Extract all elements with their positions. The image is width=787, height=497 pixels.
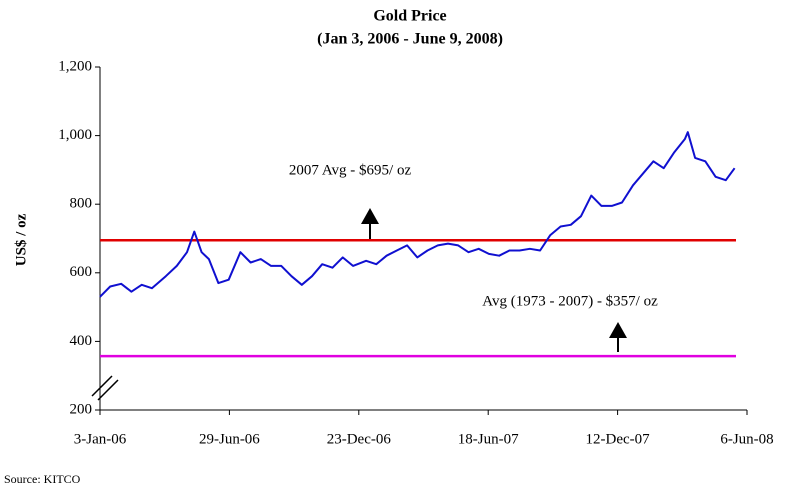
x-tick-label: 23-Dec-06	[327, 431, 392, 447]
x-tick-label: 6-Jun-08	[720, 431, 773, 447]
x-tick-label: 3-Jan-06	[74, 431, 127, 447]
chart-subtitle: (Jan 3, 2006 - June 9, 2008)	[317, 31, 503, 48]
axes	[91, 67, 747, 411]
arrow-head	[609, 322, 627, 338]
arrow-head	[361, 208, 379, 224]
x-tick-label: 29-Jun-06	[199, 431, 260, 447]
axis-break	[91, 375, 113, 397]
axis-break	[97, 379, 119, 401]
y-tick-label: 1,200	[58, 58, 92, 74]
price-line	[99, 131, 736, 298]
y-tick-label: 600	[70, 264, 93, 280]
y-tick-label: 400	[70, 333, 93, 349]
source: Source: KITCO	[4, 472, 81, 486]
y-tick-label: 800	[70, 196, 93, 212]
y-tick-label: 200	[70, 401, 93, 417]
chart-title: Gold Price	[373, 8, 446, 25]
y-tick-label: 1,000	[58, 127, 92, 143]
annotation: 2007 Avg - $695/ oz	[289, 162, 412, 178]
x-tick-label: 18-Jun-07	[458, 431, 519, 447]
annotation: Avg (1973 - 2007) - $357/ oz	[482, 293, 658, 309]
y-axis-label: US$ / oz	[13, 213, 29, 266]
x-tick-label: 12-Dec-07	[586, 431, 651, 447]
